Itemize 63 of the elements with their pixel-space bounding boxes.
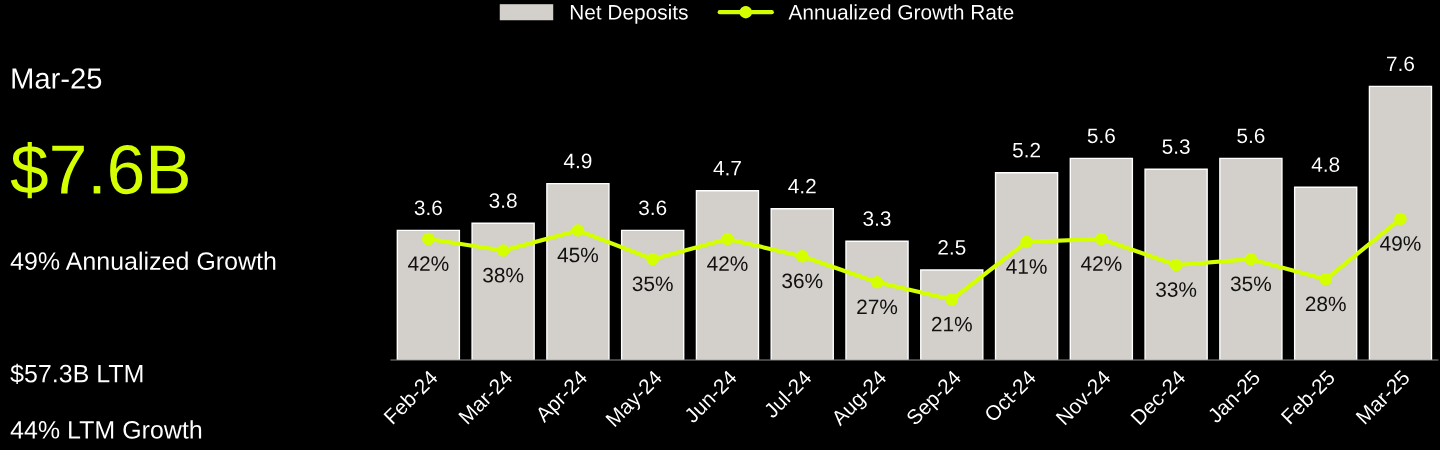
data-label: 28% [1305, 296, 1346, 312]
point [646, 252, 659, 266]
point [1020, 235, 1033, 249]
data-label: 33% [1156, 282, 1197, 297]
data-label: 2.5 [938, 240, 966, 255]
data-label: 38% [483, 267, 524, 283]
text: 49% Annualized Growth [10, 251, 276, 270]
point [496, 244, 510, 257]
text: Mar-25 [12, 68, 102, 89]
point [1169, 258, 1183, 272]
bar [695, 190, 760, 360]
text: $7.6B [10, 142, 188, 199]
bar [1293, 186, 1358, 360]
bar [770, 208, 834, 360]
data-label: 5.6 [1087, 128, 1115, 144]
bar [1368, 85, 1433, 360]
bar [1219, 157, 1283, 360]
text: $57.3B LTM [10, 363, 143, 384]
data-label: 4.2 [788, 178, 816, 194]
point [1394, 212, 1407, 226]
legend-label: Net Deposits [570, 4, 688, 24]
data-label: 42% [707, 256, 748, 271]
bar [1069, 157, 1134, 360]
data-label: 3.6 [639, 200, 667, 216]
data-label: 4.7 [713, 161, 741, 176]
point [1244, 252, 1258, 266]
point [945, 293, 959, 306]
data-label: 45% [557, 247, 599, 263]
bar [396, 229, 461, 360]
data-label: 41% [1006, 259, 1047, 274]
point [422, 232, 435, 246]
data-label: 42% [1080, 256, 1122, 271]
data-label: 21% [931, 316, 972, 332]
text: 44% LTM Growth [10, 420, 202, 439]
data-label: 4.9 [563, 153, 592, 169]
data-label: 35% [632, 276, 673, 292]
point [721, 232, 734, 246]
legend-label: Annualized Growth Rate [788, 4, 1014, 20]
data-label: 49% [1380, 236, 1421, 251]
point [795, 250, 809, 263]
data-label: 3.6 [414, 200, 442, 216]
data-label: 3.3 [863, 211, 891, 226]
point [571, 224, 585, 237]
bar [994, 172, 1059, 360]
bar [471, 222, 535, 360]
bar [920, 269, 984, 360]
point [870, 275, 884, 289]
bar [546, 182, 610, 360]
data-label: 5.3 [1162, 139, 1190, 154]
data-label: 35% [1230, 276, 1272, 292]
point [1095, 232, 1108, 246]
data-label: 36% [782, 273, 823, 289]
point [1319, 273, 1332, 286]
data-label: 5.6 [1237, 128, 1265, 144]
data-label: 3.8 [489, 193, 517, 208]
bar [845, 240, 909, 360]
data-label: 7.6 [1387, 56, 1415, 72]
data-label: 4.8 [1311, 157, 1340, 172]
bar [620, 229, 685, 360]
data-label: 27% [857, 299, 898, 315]
data-label: 5.2 [1012, 142, 1040, 158]
bar [1144, 168, 1208, 360]
data-label: 42% [407, 256, 449, 271]
